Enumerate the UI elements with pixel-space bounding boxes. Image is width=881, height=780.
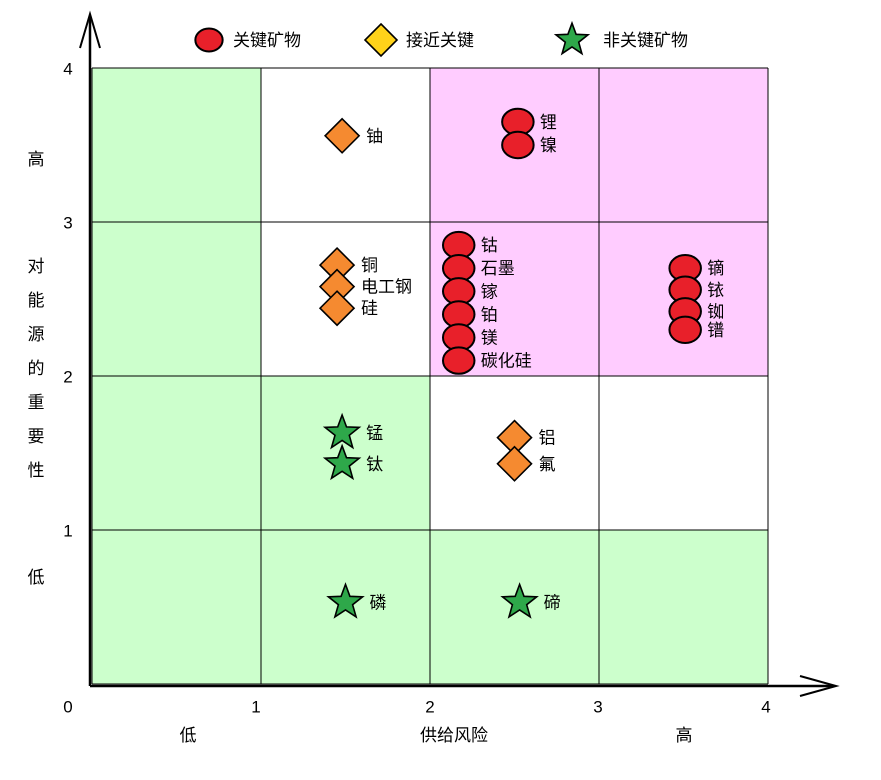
data-point: 锰 xyxy=(322,412,383,450)
zone-cell xyxy=(599,530,768,684)
x-axis-title: 供给风险 xyxy=(420,726,488,746)
point-label: 镍 xyxy=(540,136,557,156)
point-label: 碲 xyxy=(544,593,561,613)
legend-item-noncritical: 非关键矿物 xyxy=(553,20,688,56)
y-tick-label: 2 xyxy=(63,367,72,386)
point-label: 电工钢 xyxy=(361,278,412,298)
data-point: 镨 xyxy=(668,315,724,344)
point-label: 铀 xyxy=(366,127,383,147)
y-axis-arrow xyxy=(79,10,101,49)
axes-layer xyxy=(79,10,840,697)
grid-layer xyxy=(91,67,769,685)
point-star-marker xyxy=(500,582,539,619)
data-point: 铝 xyxy=(496,419,556,456)
legend-label: 接近关键 xyxy=(406,31,474,51)
point-label: 锰 xyxy=(366,424,383,444)
point-label: 硅 xyxy=(361,299,378,319)
data-point: 镁 xyxy=(441,323,498,352)
point-label: 铝 xyxy=(539,429,556,449)
data-point: 铀 xyxy=(323,117,383,154)
zones-layer xyxy=(92,68,768,684)
point-diamond-marker xyxy=(323,117,361,154)
point-label: 镨 xyxy=(707,321,724,341)
point-diamond-marker xyxy=(496,445,533,482)
x-tick-label: 1 xyxy=(251,697,260,716)
legend-item-near: 接近关键 xyxy=(363,22,474,58)
legend-star-icon xyxy=(553,20,591,56)
y-tick-label: 1 xyxy=(63,521,72,540)
point-label: 铱 xyxy=(707,281,724,301)
x-tick-label: 4 xyxy=(761,697,770,716)
y-axis-title: 对能源的重要性 xyxy=(28,257,45,481)
zone-cell xyxy=(599,68,768,222)
point-label: 石墨 xyxy=(481,259,515,279)
point-label: 磷 xyxy=(370,593,387,613)
data-point: 石墨 xyxy=(441,254,515,283)
y-tick-label: 3 xyxy=(63,213,72,232)
x-tick-label: 0 xyxy=(63,697,72,716)
ticks-layer: 0 1 2 3 4 1 2 3 4 xyxy=(63,59,770,716)
point-label: 钴 xyxy=(481,236,498,256)
point-circle-marker xyxy=(668,315,702,344)
y-high-label: 高 xyxy=(28,150,45,170)
zone-cell xyxy=(92,222,261,376)
data-point: 钴 xyxy=(441,230,498,260)
point-label: 镝 xyxy=(707,259,724,279)
data-point: 磷 xyxy=(326,582,387,619)
legend-circle-icon xyxy=(194,27,224,53)
data-point: 镍 xyxy=(501,130,557,160)
data-point: 铜 xyxy=(318,246,378,284)
point-label: 镓 xyxy=(481,282,498,302)
point-label: 钛 xyxy=(366,455,383,475)
point-star-marker xyxy=(322,412,362,450)
point-label: 锂 xyxy=(540,113,557,133)
point-star-marker xyxy=(322,443,362,481)
point-label: 氟 xyxy=(539,455,556,475)
x-tick-label: 3 xyxy=(593,697,602,716)
zone-cell xyxy=(92,376,261,530)
x-high-label: 高 xyxy=(676,726,693,746)
x-axis-arrow xyxy=(799,675,840,697)
point-label: 铂 xyxy=(481,305,498,325)
point-circle-marker xyxy=(501,130,535,160)
x-low-label: 低 xyxy=(180,726,197,746)
zone-cell xyxy=(599,376,768,530)
point-label: 铜 xyxy=(361,256,378,276)
point-star-marker xyxy=(326,582,365,619)
point-label: 镁 xyxy=(481,329,498,349)
y-low-label: 低 xyxy=(28,568,45,588)
point-label: 碳化硅 xyxy=(481,352,532,372)
data-point: 镓 xyxy=(441,277,498,306)
data-point: 碲 xyxy=(500,582,561,619)
point-circle-marker xyxy=(441,346,476,375)
point-diamond-marker xyxy=(318,290,356,327)
legend-diamond-icon xyxy=(363,22,399,58)
y-tick-label: 4 xyxy=(63,59,72,78)
legend: 关键矿物 接近关键 非关键矿物 xyxy=(194,20,688,58)
data-point: 锂 xyxy=(501,107,557,137)
zone-cell xyxy=(92,68,261,222)
legend-item-critical: 关键矿物 xyxy=(194,27,301,53)
data-point: 碳化硅 xyxy=(441,346,532,375)
data-point: 钛 xyxy=(322,443,383,481)
legend-label: 非关键矿物 xyxy=(603,31,688,51)
legend-label: 关键矿物 xyxy=(233,31,301,51)
axis-titles-layer: 低供给风险 高高低对能源的重要性 xyxy=(28,150,693,746)
data-point: 铂 xyxy=(441,300,498,329)
zone-cell xyxy=(92,530,261,684)
data-point: 硅 xyxy=(318,290,378,327)
data-point: 氟 xyxy=(496,445,556,482)
point-label: 铷 xyxy=(707,302,724,322)
x-tick-label: 2 xyxy=(425,697,434,716)
data-point: 铱 xyxy=(668,275,724,304)
